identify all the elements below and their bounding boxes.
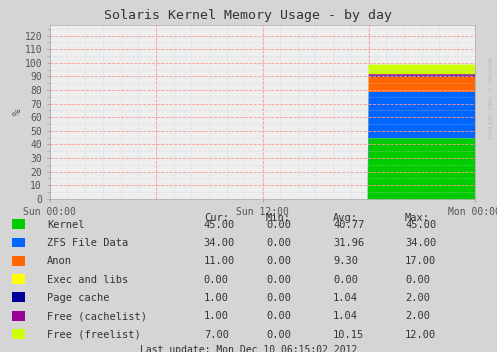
Text: 2.00: 2.00 xyxy=(405,293,430,303)
Text: 12.00: 12.00 xyxy=(405,330,436,340)
Text: 45.00: 45.00 xyxy=(405,220,436,230)
Text: 34.00: 34.00 xyxy=(405,238,436,248)
Text: 0.00: 0.00 xyxy=(204,275,229,285)
Text: RRDTOOL / TOBI OETIKER: RRDTOOL / TOBI OETIKER xyxy=(486,57,491,140)
Text: Avg:: Avg: xyxy=(333,213,358,223)
Text: 17.00: 17.00 xyxy=(405,257,436,266)
Text: 11.00: 11.00 xyxy=(204,257,235,266)
Text: 1.04: 1.04 xyxy=(333,293,358,303)
Text: 1.00: 1.00 xyxy=(204,312,229,321)
Text: 0.00: 0.00 xyxy=(266,275,291,285)
Text: 0.00: 0.00 xyxy=(266,220,291,230)
Text: Min:: Min: xyxy=(266,213,291,223)
Text: 34.00: 34.00 xyxy=(204,238,235,248)
Text: 0.00: 0.00 xyxy=(266,257,291,266)
Text: 45.00: 45.00 xyxy=(204,220,235,230)
Text: Free (cachelist): Free (cachelist) xyxy=(47,312,147,321)
Text: Cur:: Cur: xyxy=(204,213,229,223)
Text: 10.15: 10.15 xyxy=(333,330,364,340)
Text: Kernel: Kernel xyxy=(47,220,84,230)
Y-axis label: %: % xyxy=(13,108,23,115)
Text: 40.77: 40.77 xyxy=(333,220,364,230)
Text: Last update: Mon Dec 10 06:15:02 2012: Last update: Mon Dec 10 06:15:02 2012 xyxy=(140,345,357,352)
Text: 9.30: 9.30 xyxy=(333,257,358,266)
Text: Anon: Anon xyxy=(47,257,72,266)
Text: Max:: Max: xyxy=(405,213,430,223)
Text: 7.00: 7.00 xyxy=(204,330,229,340)
Text: 0.00: 0.00 xyxy=(266,312,291,321)
Text: 1.04: 1.04 xyxy=(333,312,358,321)
Text: 0.00: 0.00 xyxy=(405,275,430,285)
Text: Free (freelist): Free (freelist) xyxy=(47,330,141,340)
Text: 1.00: 1.00 xyxy=(204,293,229,303)
Text: 0.00: 0.00 xyxy=(266,330,291,340)
Text: ZFS File Data: ZFS File Data xyxy=(47,238,128,248)
Text: 0.00: 0.00 xyxy=(333,275,358,285)
Text: Solaris Kernel Memory Usage - by day: Solaris Kernel Memory Usage - by day xyxy=(104,9,393,22)
Text: Page cache: Page cache xyxy=(47,293,110,303)
Text: Exec and libs: Exec and libs xyxy=(47,275,128,285)
Text: 0.00: 0.00 xyxy=(266,238,291,248)
Text: 0.00: 0.00 xyxy=(266,293,291,303)
Text: 31.96: 31.96 xyxy=(333,238,364,248)
Text: 2.00: 2.00 xyxy=(405,312,430,321)
